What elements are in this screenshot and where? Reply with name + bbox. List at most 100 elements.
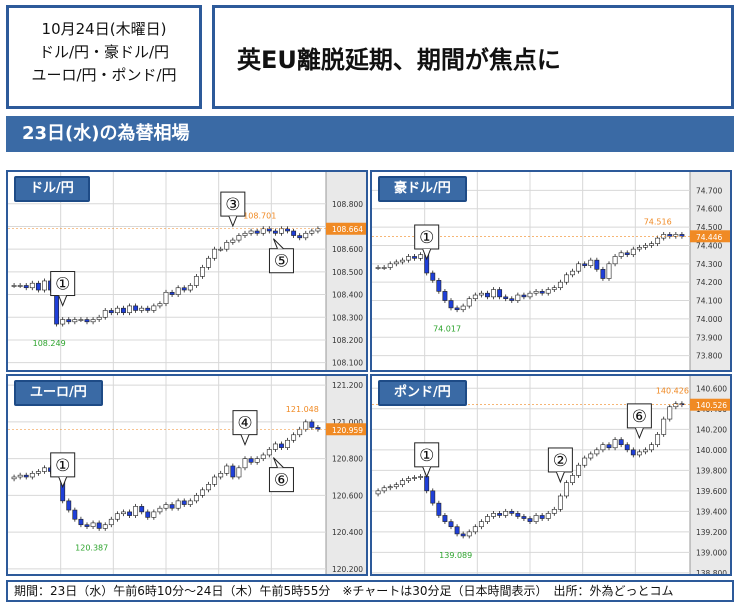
callout-label: ⑥ [274, 471, 289, 491]
callout-pointer [228, 215, 238, 228]
callout-label: ② [553, 451, 568, 471]
candle-body [297, 428, 303, 436]
y-tick-label: 120.600 [332, 491, 363, 500]
candle-body [206, 484, 211, 491]
price-axis [690, 172, 730, 370]
candle-body [291, 434, 297, 441]
audjpy-chart: 74.700 74.600 74.500 74.400 74.300 74.200 74.1… [372, 172, 730, 370]
y-tick-label: 108.400 [332, 291, 363, 300]
candle-body [218, 473, 224, 478]
candle-body [102, 524, 108, 529]
candle-body [521, 294, 527, 298]
candle-body [114, 307, 120, 314]
candle-body [200, 267, 205, 277]
candle-body [224, 465, 230, 474]
candle-body [630, 248, 636, 255]
candle-body [84, 524, 90, 527]
high-label: 121.048 [286, 405, 319, 414]
callout-label: ① [419, 446, 434, 466]
candle-body [636, 246, 642, 250]
candle-body [393, 261, 399, 265]
candle-body [212, 476, 218, 485]
candle-body [375, 490, 381, 495]
callout-label: ⑥ [632, 407, 647, 427]
candle-body [72, 319, 78, 323]
candle-body [387, 486, 393, 489]
candle-body [442, 515, 448, 522]
chart-panel-audjpy: 74.700 74.600 74.500 74.400 74.300 74.200 74.1… [370, 170, 732, 372]
y-tick-label: 74.600 [696, 205, 722, 214]
candle-body [236, 467, 242, 478]
candle-body [655, 237, 661, 244]
candle-body [521, 516, 527, 519]
candle-body [187, 500, 193, 505]
candle-body [564, 482, 569, 497]
candle-body [181, 500, 187, 505]
candle-body [643, 245, 648, 248]
high-label: 140.426 [656, 387, 689, 396]
candle-body [181, 287, 187, 291]
candle-body [600, 444, 606, 451]
candle-body [206, 257, 211, 268]
candle-body [127, 305, 132, 314]
callout-pointer [555, 471, 565, 484]
candle-body [430, 490, 436, 504]
candle-body [266, 228, 272, 232]
current-price-text: 140.526 [696, 401, 727, 410]
candle-body [448, 521, 454, 528]
candle-body [72, 509, 78, 520]
candle-body [96, 522, 102, 529]
candle-body [503, 511, 509, 516]
candle-body [527, 292, 533, 298]
callout-pointer [272, 457, 284, 468]
current-price-text: 120.959 [332, 426, 363, 435]
candle-body [418, 476, 424, 478]
candle-body [460, 305, 466, 311]
candle-body [673, 403, 679, 408]
low-label: 139.089 [439, 551, 472, 560]
candle-body [254, 230, 260, 234]
candle-body [309, 421, 315, 428]
y-tick-label: 139.800 [696, 466, 727, 475]
current-price-text: 108.664 [332, 225, 363, 234]
gbpjpy-chart: 140.600140.400140.200140.000139.800139.6… [372, 376, 730, 574]
callout-box [414, 224, 440, 250]
candle-body [285, 228, 290, 232]
candle-body [193, 276, 199, 286]
candle-body [163, 504, 169, 509]
candle-body [643, 449, 648, 453]
candle-body [297, 235, 303, 239]
candle-body [218, 248, 224, 251]
callout-pointer [58, 476, 68, 489]
y-tick-label: 120.800 [332, 455, 363, 464]
candle-body [285, 439, 290, 448]
candle-body [90, 319, 96, 323]
candle-body [594, 449, 600, 455]
y-tick-label: 74.500 [696, 223, 722, 232]
candle-body [588, 453, 594, 459]
candle-body [466, 531, 472, 537]
candle-body [230, 465, 236, 478]
candle-body [78, 319, 84, 321]
candle-body [145, 307, 151, 311]
y-tick-label: 108.500 [332, 268, 363, 277]
candle-body [60, 319, 66, 325]
candle-body [315, 228, 321, 232]
candle-body [145, 511, 151, 518]
candle-body [151, 305, 157, 311]
candle-body [169, 291, 175, 295]
candle-body [260, 454, 266, 459]
candle-body [139, 506, 145, 513]
candle-body [533, 515, 539, 522]
chart-title: 豪ドル/円 [378, 176, 467, 202]
callout-box [626, 403, 652, 429]
candle-body [448, 300, 454, 309]
chart-panel-eurjpy: 121.200 121.000 120.800 120.600 120.400 120.2… [6, 374, 368, 576]
chart-panel-usdjpy: 108.800108.700108.600108.500108.400108.3… [6, 170, 368, 372]
y-tick-label: 108.200 [332, 336, 363, 345]
callout-pointer [422, 466, 432, 479]
candle-body [230, 239, 236, 243]
y-tick-label: 74.000 [696, 315, 722, 324]
candle-body [139, 307, 145, 311]
candle-body [515, 294, 521, 301]
